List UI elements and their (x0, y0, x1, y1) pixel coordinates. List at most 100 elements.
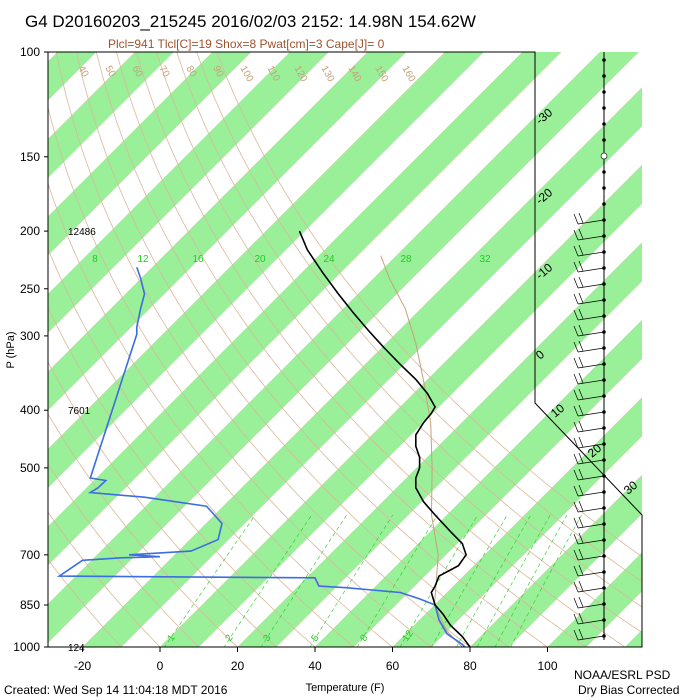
wind-station-marker (602, 634, 606, 638)
wind-barb-feather (578, 356, 584, 368)
wind-barb (577, 219, 605, 225)
wind-station-marker (602, 346, 606, 350)
wind-barb (577, 235, 605, 241)
wind-barb-feather (573, 357, 579, 369)
wind-barb-feather (578, 388, 584, 400)
wind-barb-feather (573, 453, 579, 465)
isotherm-label: 90 (210, 64, 225, 80)
wind-barb (577, 299, 605, 305)
wind-barb-feather (573, 421, 579, 433)
isotherm-line (314, 319, 642, 647)
wind-barb-feather (573, 517, 579, 529)
wind-station-marker (602, 458, 606, 462)
wind-barb (577, 347, 605, 353)
wind-barb (577, 507, 605, 513)
wind-barbs (573, 58, 608, 641)
dry-adiabat (176, 52, 642, 608)
dry-adiabat-lines (48, 52, 642, 647)
wind-station-marker (602, 74, 606, 78)
mixing-ratio-line (494, 514, 568, 647)
wind-barb-feather (573, 261, 579, 273)
wind-barb-feather (573, 581, 579, 593)
y-tick-label: 700 (20, 548, 40, 562)
isotherm-line (237, 242, 642, 647)
isotherm-label: 50 (102, 64, 117, 80)
mixing-ratio-line (164, 514, 256, 647)
wind-barb-feather (578, 484, 584, 496)
height-labels: 12486 7601 124 (68, 227, 96, 654)
wind-barb-feather (578, 436, 584, 448)
wind-barb (577, 539, 605, 545)
dry-adiabat (48, 182, 394, 647)
wind-barb-feather (573, 549, 579, 561)
height-label: 12486 (68, 227, 96, 238)
wind-barb (577, 587, 605, 593)
wind-barb-feather (573, 341, 579, 353)
wind-barb-feather (578, 564, 584, 576)
y-tick-label: 400 (20, 403, 40, 417)
y-tick-label: 850 (20, 598, 40, 612)
mixing-ratio-line (309, 514, 394, 647)
wind-barb-feather (578, 244, 584, 256)
wind-station-marker (602, 586, 606, 590)
isotherm-line (48, 52, 639, 644)
temperature-line (298, 230, 471, 647)
wind-barb (577, 491, 605, 497)
dry-adiabat (48, 463, 200, 647)
wind-station-marker (602, 410, 606, 414)
mixing-ratio-label: 16 (192, 254, 204, 265)
wind-station-marker (602, 474, 606, 478)
dry-adiabat (216, 52, 642, 558)
dry-adiabat (196, 52, 642, 583)
x-tick-label: 60 (386, 659, 400, 673)
wind-barb-feather (578, 596, 584, 608)
wind-station-marker (602, 282, 606, 286)
wind-barb-feather (578, 612, 584, 624)
wind-station-marker (602, 442, 606, 446)
wind-barb-feather (573, 405, 579, 417)
wind-barb-feather (578, 532, 584, 544)
wind-barb (577, 571, 605, 577)
wind-barb-feather (578, 276, 584, 288)
wind-barb-panel (603, 52, 605, 640)
wind-barb (577, 331, 605, 337)
isotherm-label: 160 (399, 64, 417, 84)
wind-barb-feather (578, 228, 584, 240)
wind-station-marker (602, 106, 606, 110)
y-tick-label: 500 (20, 461, 40, 475)
height-label: 124 (68, 643, 85, 654)
wind-barb (577, 555, 605, 561)
wind-station-marker (602, 58, 606, 62)
dry-adiabat (48, 558, 122, 647)
isotherm-line (159, 164, 642, 647)
x-axis: -20 0 20 40 60 80 100 (74, 647, 558, 673)
wind-station-marker (602, 218, 606, 222)
wind-barb-feather (578, 628, 584, 640)
dry-adiabat (48, 511, 161, 647)
wind-barb (577, 251, 605, 257)
bias-note: Dry Bias Corrected (578, 683, 679, 697)
dry-adiabat (48, 105, 432, 647)
mixing-ratio-line (456, 514, 531, 647)
mixing-ratio-label: 12 (137, 254, 149, 265)
wind-barb-feather (573, 485, 579, 497)
y-axis-label: P (hPa) (5, 331, 17, 368)
wind-station-marker (602, 506, 606, 510)
wind-station-marker (602, 570, 606, 574)
mixing-ratio-label: 5 (309, 632, 321, 643)
wind-barb-feather (578, 452, 584, 464)
wind-barb (577, 283, 605, 289)
mixing-ratio-label: 1 (165, 632, 177, 643)
isotherm-label: 40 (75, 64, 90, 80)
isotherm-label: 100 (237, 64, 255, 84)
height-label: 7601 (68, 406, 91, 417)
wind-barb-feather (578, 580, 584, 592)
isotherm-line (48, 52, 329, 334)
wind-barb-feather (573, 309, 579, 321)
wind-barb (577, 523, 605, 529)
wind-barb-feather (578, 548, 584, 560)
wind-station-marker (602, 122, 606, 126)
wind-station-marker (602, 170, 606, 174)
wind-barb-feather (573, 277, 579, 289)
mixing-ratio-label: 20 (254, 254, 266, 265)
